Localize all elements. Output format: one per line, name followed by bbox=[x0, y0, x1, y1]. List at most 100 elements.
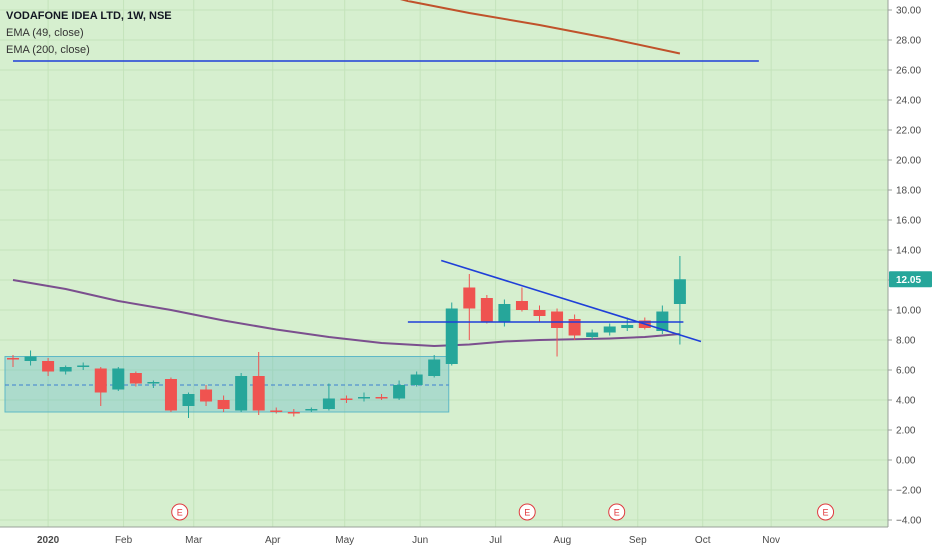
time-tick-label: 2020 bbox=[37, 535, 60, 546]
last-price-label: 12.05 bbox=[896, 275, 921, 286]
candle-body bbox=[621, 325, 634, 328]
time-tick-label: Jun bbox=[412, 535, 428, 546]
candle-body bbox=[112, 368, 125, 390]
candle-down bbox=[129, 371, 142, 387]
candle-down bbox=[551, 308, 564, 357]
candle-up bbox=[322, 383, 335, 411]
ema-200-line bbox=[399, 0, 681, 55]
candle-up bbox=[235, 373, 248, 412]
price-tick-label: 24.00 bbox=[896, 96, 921, 107]
candle-up bbox=[673, 256, 686, 345]
price-tick-label: −4.00 bbox=[896, 516, 922, 527]
grid bbox=[0, 0, 888, 527]
price-tick-label: 0.00 bbox=[896, 456, 916, 467]
earnings-event-marker[interactable]: E bbox=[608, 503, 626, 521]
time-tick-label: Feb bbox=[115, 535, 133, 546]
price-tick-label: 28.00 bbox=[896, 36, 921, 47]
ema-200-legend[interactable]: EMA (200, close) bbox=[6, 44, 90, 56]
candle-body bbox=[59, 367, 72, 372]
candle-body bbox=[164, 379, 177, 411]
price-tick-label: 2.00 bbox=[896, 426, 916, 437]
candle-body bbox=[270, 410, 283, 412]
candle-body bbox=[77, 365, 90, 367]
time-tick-label: Aug bbox=[553, 535, 571, 546]
candle-down bbox=[7, 355, 19, 367]
candle-up bbox=[182, 392, 195, 418]
time-tick-label: Mar bbox=[185, 535, 203, 546]
earnings-event-marker[interactable]: E bbox=[518, 503, 536, 521]
time-tick-label: Apr bbox=[265, 535, 281, 546]
candle-body bbox=[568, 319, 581, 336]
time-axis: 2020 Feb Mar Apr May Jun Jul Aug Sep Oct Nov bbox=[37, 535, 780, 546]
last-price-tag bbox=[889, 271, 932, 288]
candle-body bbox=[24, 356, 37, 361]
price-tick-label: 8.00 bbox=[896, 336, 916, 347]
candle-up bbox=[445, 302, 458, 366]
price-tick-label: 16.00 bbox=[896, 216, 921, 227]
price-tick-label: 10.00 bbox=[896, 306, 921, 317]
candle-body bbox=[322, 398, 335, 409]
candle-body bbox=[182, 394, 195, 406]
candle-body bbox=[463, 287, 476, 309]
time-tick-label: May bbox=[335, 535, 354, 546]
candles bbox=[7, 256, 686, 418]
candle-up bbox=[428, 355, 441, 378]
time-tick-label: Oct bbox=[695, 535, 711, 546]
candle-down bbox=[270, 407, 283, 414]
candle-up bbox=[24, 350, 37, 366]
earnings-event-label: E bbox=[177, 508, 183, 518]
earnings-event-label: E bbox=[614, 508, 620, 518]
earnings-event-circle bbox=[518, 503, 536, 521]
price-tick-label: 22.00 bbox=[896, 126, 921, 137]
earnings-event-label: E bbox=[524, 508, 530, 518]
candle-body bbox=[410, 374, 423, 385]
earnings-event-marker[interactable]: E bbox=[817, 503, 835, 521]
earnings-event-marker[interactable]: E bbox=[171, 503, 189, 521]
candle-up bbox=[358, 392, 370, 402]
candle-body bbox=[428, 359, 441, 376]
candle-body bbox=[7, 358, 19, 360]
candle-down bbox=[200, 385, 213, 406]
candle-down bbox=[515, 287, 528, 312]
candle-down bbox=[42, 358, 55, 376]
descending-trendline-line bbox=[440, 259, 702, 343]
candle-body bbox=[480, 298, 493, 322]
candle-up bbox=[112, 367, 125, 391]
candle-body bbox=[498, 304, 511, 322]
candle-up bbox=[410, 371, 423, 387]
candle-up bbox=[305, 407, 318, 412]
candle-down bbox=[375, 394, 388, 400]
price-tick-label: 14.00 bbox=[896, 246, 921, 257]
candle-up bbox=[393, 380, 406, 400]
candle-up bbox=[603, 323, 616, 336]
candle-body bbox=[235, 376, 248, 411]
candle-body bbox=[340, 398, 353, 400]
candle-up bbox=[147, 380, 160, 388]
time-tick-label: Jul bbox=[489, 535, 502, 546]
price-tick-label: 4.00 bbox=[896, 396, 916, 407]
candle-body bbox=[358, 397, 370, 399]
candle-up bbox=[77, 362, 90, 370]
price-tick-label: −2.00 bbox=[896, 486, 922, 497]
chart-title: VODAFONE IDEA LTD, 1W, NSE bbox=[6, 10, 172, 22]
price-tick-label: 18.00 bbox=[896, 186, 921, 197]
candle-body bbox=[551, 311, 564, 328]
candle-body bbox=[375, 397, 388, 399]
candle-body bbox=[217, 400, 230, 409]
candle-up bbox=[59, 365, 72, 375]
candle-down bbox=[217, 395, 230, 412]
ema-49-legend[interactable]: EMA (49, close) bbox=[6, 27, 84, 39]
candle-body bbox=[94, 368, 107, 393]
candle-up bbox=[586, 329, 599, 340]
candle-body bbox=[129, 373, 142, 384]
candle-down bbox=[463, 274, 476, 340]
candle-down bbox=[340, 395, 353, 403]
price-axis: 30.00 28.00 26.00 24.00 22.00 20.00 18.00 16.00… bbox=[888, 6, 922, 527]
candle-body bbox=[393, 385, 406, 399]
candle-body bbox=[603, 326, 616, 333]
candle-body bbox=[305, 409, 318, 411]
candle-down bbox=[287, 409, 300, 417]
